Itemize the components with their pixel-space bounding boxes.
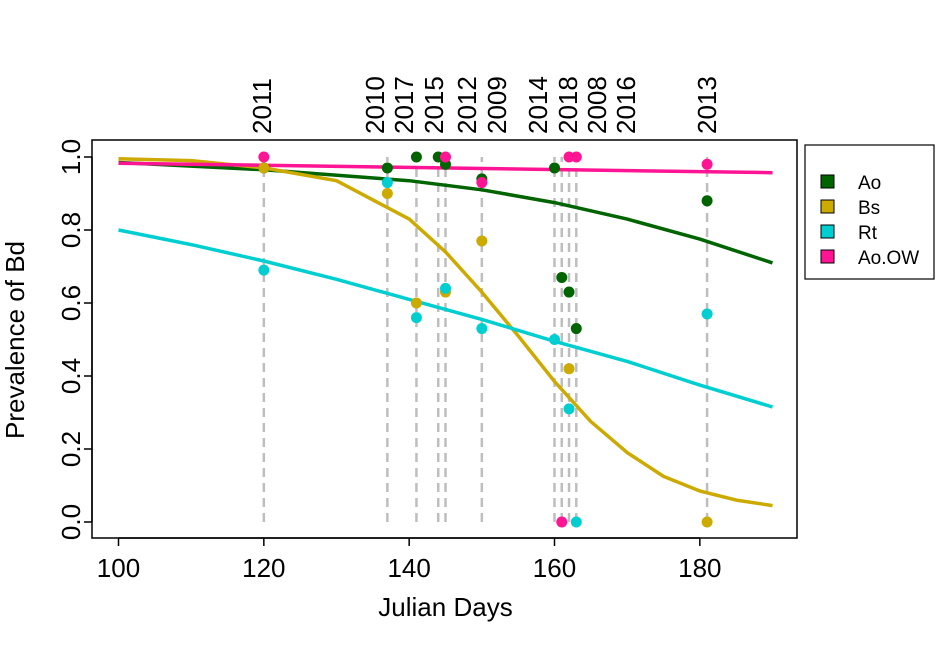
year-label: 2009 xyxy=(482,76,512,134)
sampling-day-lines xyxy=(262,157,709,522)
y-tick-label: 0.2 xyxy=(56,431,86,467)
x-tick-label: 140 xyxy=(387,553,430,583)
year-label: 2013 xyxy=(692,76,722,134)
data-point-ao-ow xyxy=(440,151,451,163)
legend-swatch-rt xyxy=(820,224,835,239)
data-point-bs xyxy=(381,188,393,199)
data-point-bs xyxy=(563,363,575,375)
legend-swatch-ao-ow xyxy=(820,249,835,264)
year-label: 2008 xyxy=(582,76,612,134)
data-point-ao-ow xyxy=(476,177,488,189)
fitted-curves xyxy=(118,157,774,508)
legend-label: Rt xyxy=(858,223,878,244)
legend: Ao Bs Rt Ao.OW xyxy=(804,144,935,280)
data-point-rt xyxy=(258,264,270,276)
data-point-rt xyxy=(563,403,575,415)
year-label: 2010 xyxy=(360,76,390,134)
x-axis: 100 120 140 160 180 xyxy=(97,537,722,583)
data-point-ao xyxy=(556,271,568,283)
data-point-ao xyxy=(563,286,575,298)
data-point-ao xyxy=(381,162,393,174)
data-point-ao xyxy=(570,323,582,335)
year-label: 2014 xyxy=(523,76,553,134)
data-point-ao-ow xyxy=(258,151,270,163)
data-point-rt xyxy=(549,334,560,345)
data-point-bs xyxy=(258,162,270,174)
y-axis-label: Prevalence of Bd xyxy=(0,241,30,439)
data-point-bs xyxy=(476,235,488,247)
data-point-ao xyxy=(701,195,713,207)
data-point-ao xyxy=(549,162,560,174)
y-axis: 0.0 0.2 0.4 0.6 0.8 1.0 xyxy=(56,139,93,540)
year-label: 2011 xyxy=(247,78,277,134)
y-tick-label: 1.0 xyxy=(56,139,86,175)
x-tick-label: 180 xyxy=(678,553,721,583)
data-points xyxy=(258,151,713,528)
x-tick-label: 120 xyxy=(242,553,285,583)
data-point-rt xyxy=(476,323,488,335)
fit-curve-bs xyxy=(118,157,773,508)
year-annotations: 2011 2010 2017 2015 2012 2009 2014 2018 2008 2016… xyxy=(247,76,722,134)
year-label: 2015 xyxy=(419,76,449,134)
y-tick-label: 0.4 xyxy=(56,358,86,394)
data-point-bs xyxy=(410,297,422,309)
legend-label: Ao.OW xyxy=(858,248,919,269)
data-point-rt xyxy=(570,516,582,528)
legend-swatch-bs xyxy=(820,199,835,214)
data-point-rt xyxy=(381,177,393,189)
year-label: 2018 xyxy=(553,76,583,134)
x-tick-label: 100 xyxy=(97,553,140,583)
data-point-rt xyxy=(701,308,713,320)
year-label: 2016 xyxy=(611,76,641,134)
legend-label: Ao xyxy=(858,173,881,194)
y-tick-label: 0.0 xyxy=(56,504,86,540)
year-label: 2012 xyxy=(452,76,482,134)
x-axis-label: Julian Days xyxy=(378,592,512,622)
y-tick-label: 0.6 xyxy=(56,285,86,321)
y-tick-label: 0.8 xyxy=(56,212,86,248)
data-point-ao-ow xyxy=(556,516,568,528)
legend-swatch-ao xyxy=(820,174,835,189)
data-point-ao-ow xyxy=(570,151,582,163)
fit-curve-rt xyxy=(118,228,774,409)
data-point-ao xyxy=(410,151,422,163)
data-point-ao-ow xyxy=(701,158,713,170)
data-point-bs xyxy=(701,516,713,528)
data-point-rt xyxy=(410,312,422,324)
year-label: 2017 xyxy=(389,76,419,134)
x-tick-label: 160 xyxy=(533,553,576,583)
legend-label: Bs xyxy=(858,198,880,219)
data-point-rt xyxy=(440,282,451,294)
